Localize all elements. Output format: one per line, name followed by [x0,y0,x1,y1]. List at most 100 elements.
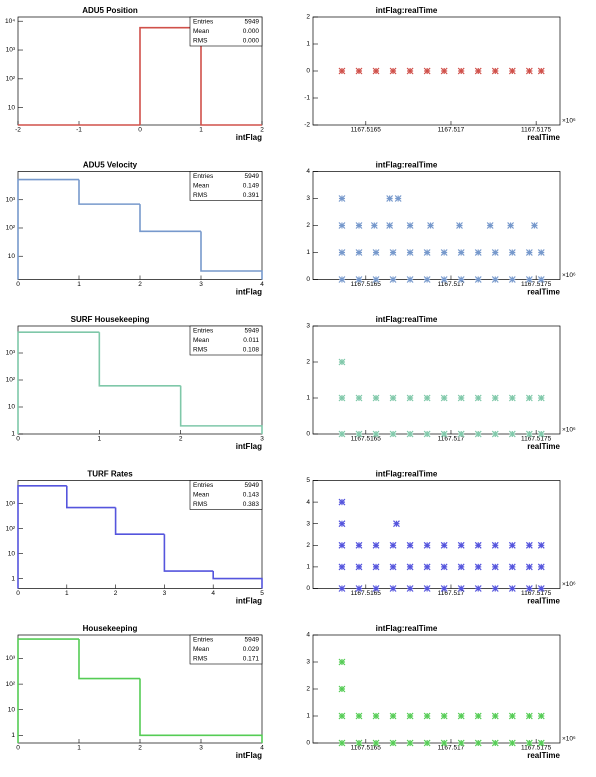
y-tick-label: 3 [306,195,310,202]
y-tick-label: 4 [306,499,310,506]
histogram-bin [98,332,181,387]
scatter-point [525,430,533,438]
y-tick-label: 3 [306,323,310,330]
scatter-point [372,276,380,283]
scatter-point [507,222,515,229]
chart-title: intFlag:realTime [376,6,438,15]
scatter-point [491,394,499,402]
x-tick-label: 1 [77,745,81,752]
scatter-point [525,394,533,402]
y-tick-label: 10³ [6,47,16,54]
stats-label: RMS [193,501,208,508]
chart-title: intFlag:realTime [376,315,438,324]
scatter-point [440,585,448,592]
scatter-point [456,222,463,229]
histogram-bin [163,534,214,572]
x-tick-label: 0 [16,436,20,443]
scatter-point [508,249,516,256]
scatter-point [372,585,380,592]
scatter-point [457,249,465,256]
chart-title: ADU5 Velocity [83,161,138,170]
x-tick-label: 1167.5175 [521,281,552,288]
scatter-point [355,249,363,256]
x-tick-label: -1 [76,127,82,134]
x-tick-label: 1167.5165 [351,436,382,443]
x-tick-label: 1167.517 [438,436,465,443]
y-tick-label: 10² [6,377,16,384]
scatter-point [525,249,533,256]
scatter-point [491,739,499,747]
y-tick-label: 2 [306,222,310,229]
x-axis-label: realTime [527,442,560,451]
y-tick-label: 3 [306,659,310,666]
y-tick-label: 2 [306,542,310,549]
histogram-bin [139,26,201,125]
scatter-point [338,276,346,283]
scatter-point [491,249,499,256]
x-axis-label: realTime [527,751,560,760]
scatter-point [423,67,431,75]
y-tick-label: 2 [306,686,310,693]
y-tick-label: 10 [8,253,16,260]
scatter-point [537,67,545,75]
x-tick-label: 2 [179,436,183,443]
x-axis-label: intFlag [236,288,262,297]
y-tick-label: 10² [6,681,16,688]
scatter-point [474,712,482,720]
scatter-point [423,276,431,283]
scatter-point [537,430,545,438]
x-tick-label: 1167.5175 [521,590,552,597]
scatter-point [457,394,465,402]
x-tick-label: 1167.5165 [351,590,382,597]
x-tick-label: 1167.5165 [351,745,382,752]
scatter-point [338,563,346,571]
y-tick-label: 1 [11,732,15,739]
scatter-point [537,541,545,549]
scatter-point [406,563,414,571]
scatter-point [440,739,448,747]
scatter-point [355,67,363,75]
scatter-point [537,394,545,402]
x-tick-label: 2 [260,127,264,134]
scatter-point [355,394,363,402]
scatter-point [508,276,516,283]
scatter-point [389,585,397,592]
stats-value: 5949 [245,637,260,644]
x-exponent: ×10⁶ [562,581,576,588]
scatter-point [406,276,414,283]
y-tick-label: 0 [306,431,310,438]
stats-label: RMS [193,37,208,44]
y-tick-label: 0 [306,276,310,283]
scatter-point [389,739,397,747]
stats-label: Mean [193,28,210,35]
histogram-bin [114,507,165,535]
scatter-point [457,430,465,438]
scatter-point [423,394,431,402]
scatter-point [508,541,516,549]
x-tick-label: 1 [65,590,69,597]
y-tick-label: 10³ [6,500,16,507]
x-tick-label: 1167.517 [438,281,465,288]
y-tick-label: 1 [306,713,310,720]
scatter-point [474,430,482,438]
scatter-point [338,430,346,438]
scatter-point [508,712,516,720]
stats-value: 0.000 [243,37,260,44]
chart-title: TURF Rates [87,470,133,479]
x-exponent: ×10⁶ [562,272,576,279]
x-tick-label: 1167.517 [438,127,465,134]
y-tick-label: 10³ [6,196,16,203]
x-tick-label: 4 [260,745,264,752]
scatter-point [457,563,465,571]
scatter-point [389,249,397,256]
scatter-point [525,276,533,283]
scatter-point [406,541,414,549]
stats-value: 0.029 [243,646,260,653]
y-tick-label: -1 [304,95,310,102]
x-tick-label: 0 [16,745,20,752]
scatter-point [386,195,394,202]
scatter-point [355,585,363,592]
x-tick-label: 3 [163,590,167,597]
y-tick-label: 4 [306,632,310,639]
